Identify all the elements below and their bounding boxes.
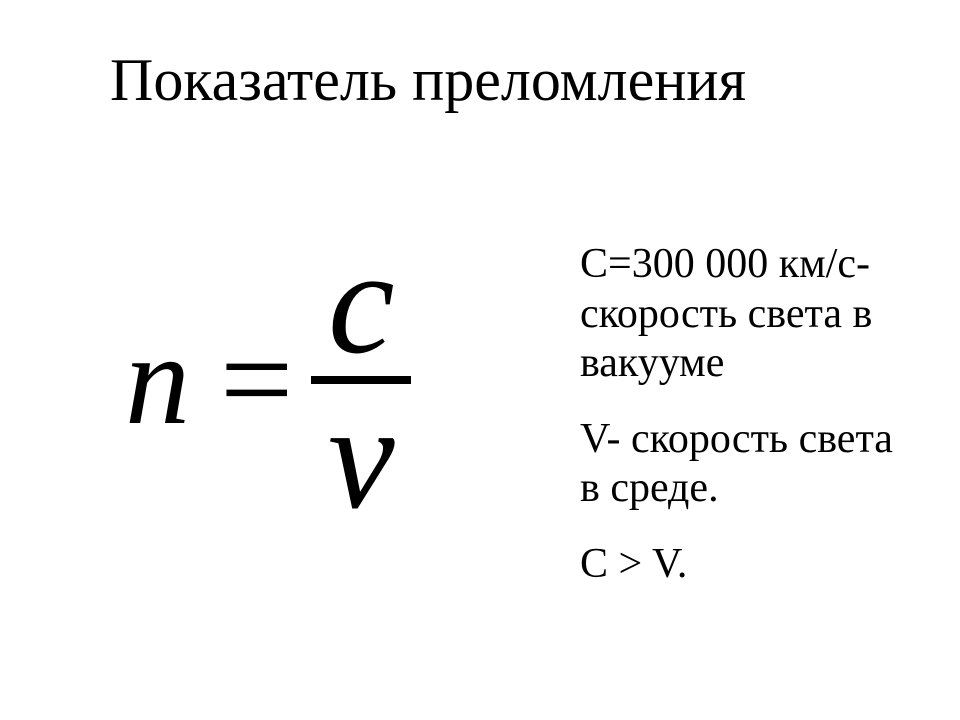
- page-title: Показатель преломления: [110, 46, 746, 115]
- definitions-panel: С=300 000 км/с- скорость света в вакууме…: [580, 240, 910, 615]
- fraction-denominator: v: [328, 390, 395, 525]
- c-v-relation: C > V.: [580, 540, 910, 590]
- formula-lhs: n: [125, 315, 190, 445]
- fraction-numerator: c: [328, 235, 395, 370]
- formula-equals: =: [220, 315, 293, 445]
- refraction-formula: n = c v: [125, 235, 411, 525]
- c-definition: С=300 000 км/с- скорость света в вакууме: [580, 240, 910, 389]
- formula-fraction: c v: [311, 235, 411, 525]
- v-definition: V- скорость света в среде.: [580, 415, 910, 514]
